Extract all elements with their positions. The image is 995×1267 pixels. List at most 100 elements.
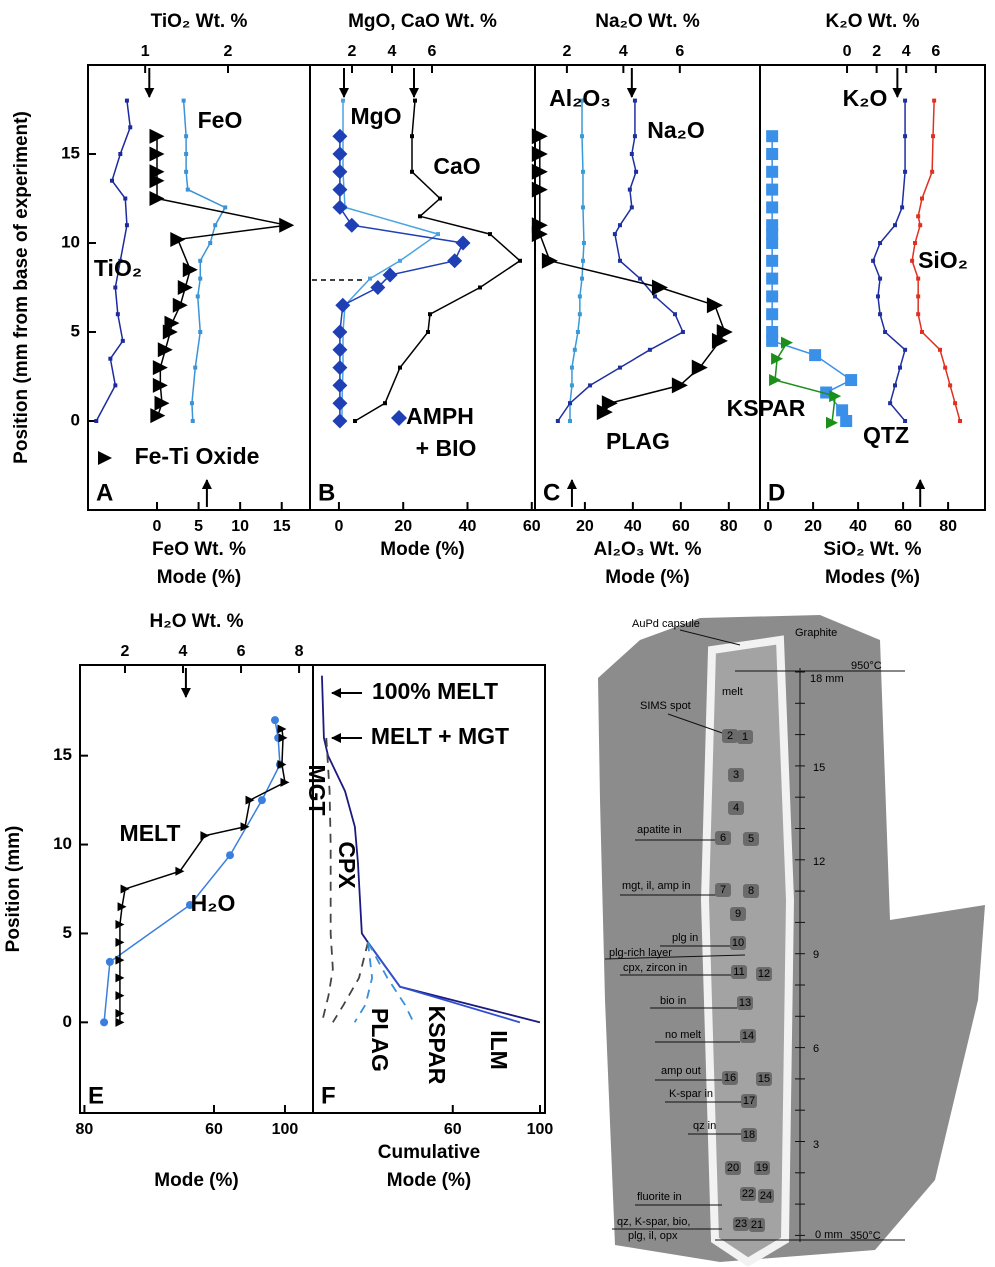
spot-number: 8	[748, 885, 754, 897]
x-tick-label: 20	[394, 518, 412, 535]
point-marker	[613, 232, 617, 236]
triangle-marker	[542, 253, 558, 269]
diamond-marker	[332, 414, 347, 429]
point-marker	[888, 401, 892, 405]
spot-number: 2	[727, 730, 733, 742]
point-marker	[518, 259, 522, 263]
square-marker	[836, 404, 848, 416]
square-marker	[766, 148, 778, 160]
x2-tick-label: 8	[295, 643, 304, 660]
x2-tick-label: 2	[224, 43, 233, 60]
bottom-axis-label: Cumulative	[378, 1142, 480, 1163]
point-marker	[910, 259, 914, 263]
point-marker	[123, 197, 127, 201]
x2-tick-label: 2	[872, 43, 881, 60]
spot-number: 23	[735, 1218, 747, 1230]
x-tick-label: 40	[624, 518, 642, 535]
point-marker	[193, 366, 197, 370]
annotation: CaO	[433, 153, 480, 179]
point-marker	[383, 401, 387, 405]
bottom-axis-label: Mode (%)	[605, 567, 689, 588]
point-marker	[903, 348, 907, 352]
point-marker	[398, 366, 402, 370]
micrograph-label: qz in	[693, 1120, 716, 1132]
top-axis-label: TiO₂ Wt. %	[151, 11, 248, 32]
annotation: MELT + MGT	[371, 723, 509, 749]
point-marker	[186, 188, 190, 192]
diamond-marker	[332, 360, 347, 375]
point-marker	[628, 188, 632, 192]
annotation: Al₂O₃	[549, 85, 611, 111]
point-marker	[191, 419, 195, 423]
annotation: PLAG	[606, 428, 670, 454]
point-marker	[184, 134, 188, 138]
bottom-axis-label: Modes (%)	[825, 567, 920, 588]
triangle-marker	[178, 280, 193, 295]
point-marker	[94, 419, 98, 423]
point-marker	[568, 419, 572, 423]
point-marker	[125, 99, 129, 103]
micrograph-label: melt	[722, 686, 743, 698]
x-tick-label: 5	[194, 518, 203, 535]
spot-number: 5	[748, 833, 754, 845]
square-marker	[766, 290, 778, 302]
point-marker	[958, 419, 962, 423]
point-marker	[198, 259, 202, 263]
point-marker	[576, 330, 580, 334]
triangle-marker	[175, 867, 184, 876]
point-marker	[938, 348, 942, 352]
micrograph-label: K-spar in	[669, 1088, 713, 1100]
diamond-marker	[447, 253, 462, 268]
point-marker	[488, 232, 492, 236]
y-tick-label: 10	[61, 232, 80, 251]
point-marker	[903, 99, 907, 103]
spot-number: 24	[760, 1190, 772, 1202]
x-tick-label: 10	[231, 518, 249, 535]
square-marker	[766, 166, 778, 178]
point-marker	[580, 277, 584, 281]
bottom-axis-label: SiO₂ Wt. %	[823, 539, 921, 560]
top-axis-label: Na₂O Wt. %	[595, 11, 700, 32]
point-marker	[578, 312, 582, 316]
micrograph-label: plg in	[672, 932, 698, 944]
point-marker	[581, 170, 585, 174]
diamond-marker	[332, 129, 347, 144]
diamond-marker	[332, 378, 347, 393]
point-marker	[633, 134, 637, 138]
point-marker	[213, 223, 217, 227]
diamond-marker	[332, 342, 347, 357]
point-marker	[428, 312, 432, 316]
point-marker	[916, 277, 920, 281]
scale-label: 12	[813, 856, 825, 868]
point-marker	[916, 214, 920, 218]
point-marker	[898, 366, 902, 370]
x-tick-label: 60	[672, 518, 690, 535]
series-line	[355, 101, 520, 421]
diamond-marker	[456, 236, 471, 251]
micrograph-label: cpx, zircon in	[623, 962, 687, 974]
annotation: TiO₂	[94, 255, 142, 281]
point-marker	[573, 348, 577, 352]
legend-triangle	[98, 451, 112, 465]
square-marker	[766, 237, 778, 249]
panel-label: A	[96, 479, 113, 506]
y-tick-label: 0	[63, 1012, 72, 1031]
spot-number: 12	[758, 968, 770, 980]
triangle-marker	[183, 262, 198, 277]
point-marker	[121, 339, 125, 343]
scale-label: 6	[813, 1043, 819, 1055]
panel-label: F	[321, 1082, 336, 1109]
bottom-axis-label: Mode (%)	[387, 1170, 471, 1191]
point-marker	[113, 286, 117, 290]
annotation: MELT	[120, 820, 181, 846]
x-tick-label: 0	[334, 518, 343, 535]
page: {"chart_data": [ {"type": "line", "panel…	[0, 0, 995, 1267]
scale-label: 15	[813, 762, 825, 774]
x-tick-label: 80	[76, 1121, 94, 1138]
point-marker	[410, 134, 414, 138]
series-line	[342, 101, 438, 421]
point-marker	[638, 277, 642, 281]
triangle-marker	[200, 831, 209, 840]
spot-number: 18	[743, 1129, 755, 1141]
point-marker	[436, 232, 440, 236]
